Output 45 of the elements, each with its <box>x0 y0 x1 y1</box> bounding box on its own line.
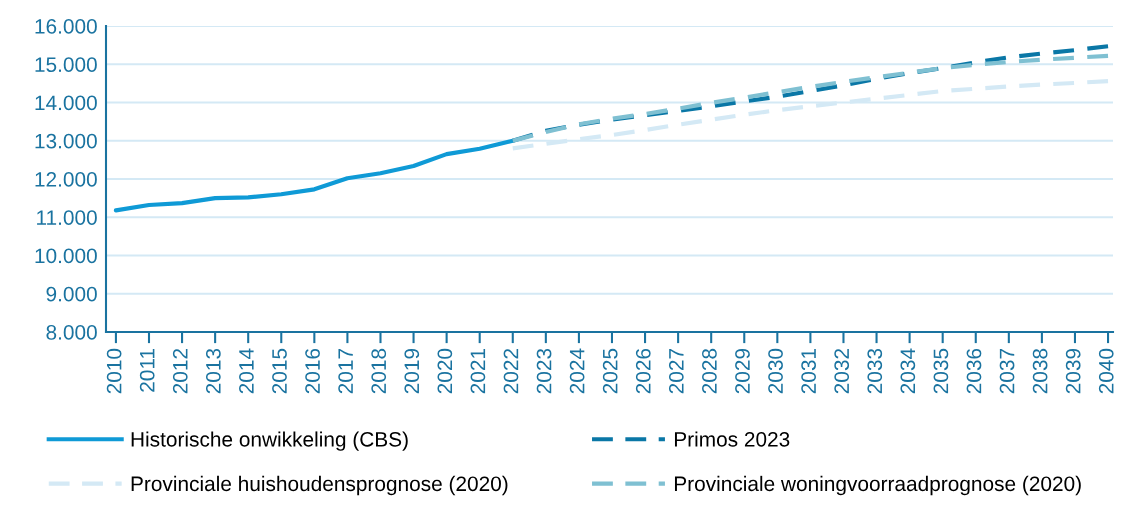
y-tick-label: 15.000 <box>35 57 97 72</box>
x-tick-label: 2014 <box>239 348 254 394</box>
x-tick-label: 2013 <box>205 348 221 394</box>
x-tick-label: 2040 <box>1098 348 1114 394</box>
y-tick-label: 12.000 <box>35 172 97 187</box>
y-tick-label: 8.000 <box>46 325 97 340</box>
x-tick-label: 2016 <box>305 348 320 394</box>
x-tick-label: 2010 <box>106 348 122 394</box>
x-tick-label: 2024 <box>569 348 585 394</box>
y-tick-label: 13.000 <box>35 133 97 149</box>
x-tick-label: 2019 <box>404 348 420 394</box>
x-tick-label: 2021 <box>470 348 486 394</box>
x-tick-label: 2035 <box>933 348 949 394</box>
x-tick-label: 2011 <box>139 348 155 392</box>
x-tick-label: 2028 <box>702 348 717 394</box>
x-tick-label: 2018 <box>371 348 387 394</box>
y-tick-label: 10.000 <box>35 248 97 264</box>
x-tick-label: 2039 <box>1065 348 1081 394</box>
y-tick-label: 14.000 <box>35 95 97 111</box>
x-tick-label: 2027 <box>668 349 684 394</box>
x-tick-label: 2029 <box>735 348 750 394</box>
legend-label: Provinciale huishoudensprognose (2020) <box>131 475 508 496</box>
x-tick-label: 2020 <box>437 348 453 394</box>
x-tick-label: 2025 <box>602 348 618 394</box>
legend-label: Provinciale woningvoorraadprognose (2020) <box>674 475 1081 496</box>
x-tick-label: 2017 <box>338 349 354 394</box>
y-tick-label: 11.000 <box>37 210 97 225</box>
x-tick-label: 2032 <box>834 349 850 394</box>
x-tick-label: 2012 <box>172 349 188 394</box>
x-tick-label: 2026 <box>635 348 651 394</box>
x-tick-label: 2033 <box>867 348 883 394</box>
x-tick-label: 2034 <box>900 348 916 394</box>
legend-label: Primos 2023 <box>674 431 790 447</box>
y-tick-label: 9.000 <box>46 286 97 302</box>
y-tick-label: 16.000 <box>35 19 97 34</box>
x-tick-label: 2036 <box>966 348 982 394</box>
x-tick-label: 2031 <box>801 348 816 394</box>
legend-label: Historische onwikkeling (CBS) <box>131 431 408 451</box>
line-series <box>113 138 515 213</box>
x-tick-label: 2015 <box>272 348 287 394</box>
x-tick-label: 2038 <box>1032 348 1048 394</box>
x-tick-label: 2022 <box>503 349 519 394</box>
x-tick-label: 2030 <box>768 348 783 394</box>
x-tick-label: 2023 <box>536 348 552 394</box>
x-tick-label: 2037 <box>999 349 1015 394</box>
